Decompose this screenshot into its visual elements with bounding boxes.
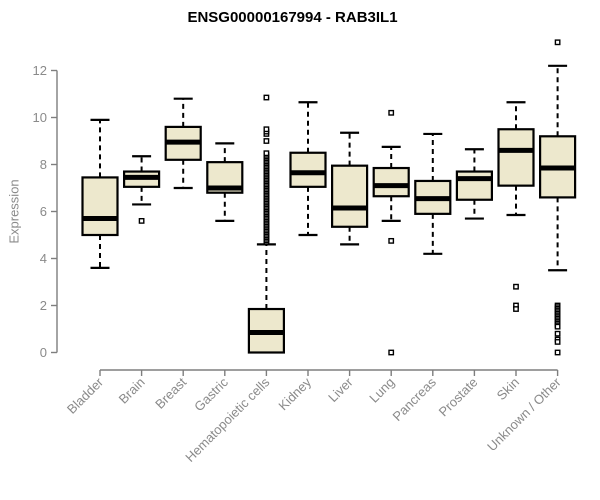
- x-tick-label-unknown-other: Unknown / Other: [484, 374, 564, 454]
- x-tick-label-lung: Lung: [366, 375, 397, 406]
- x-tick-label-skin: Skin: [494, 375, 522, 403]
- outlier-point: [138, 217, 145, 224]
- outlier-point: [263, 94, 270, 101]
- y-tick-label: 0: [40, 345, 47, 360]
- chart-title: ENSG00000167994 - RAB3IL1: [187, 9, 398, 26]
- y-tick-label: 4: [40, 251, 47, 266]
- outlier-point: [554, 39, 561, 46]
- outlier-point: [513, 283, 519, 290]
- iqr-box: [289, 151, 327, 188]
- x-tick-label-brain: Brain: [116, 375, 148, 407]
- boxplot-skin: [497, 101, 535, 312]
- iqr-box: [497, 128, 535, 187]
- outlier-point: [554, 330, 561, 337]
- boxplot-liver: [331, 131, 369, 246]
- iqr-box: [455, 170, 493, 201]
- y-tick-label: 2: [40, 298, 47, 313]
- x-tick-label-pancreas: Pancreas: [389, 374, 439, 424]
- x-tick-label-breast: Breast: [152, 374, 189, 411]
- x-tick-label-liver: Liver: [325, 374, 356, 405]
- y-tick-label: 12: [33, 63, 47, 78]
- outlier-point: [388, 109, 395, 116]
- boxplot-lung: [372, 109, 410, 356]
- outlier-point: [263, 138, 270, 144]
- outlier-point: [554, 349, 561, 356]
- boxplot-unknown-other: [538, 39, 577, 356]
- y-tick-label: 6: [40, 204, 47, 219]
- y-tick-label: 8: [40, 157, 47, 172]
- iqr-box: [331, 164, 369, 228]
- boxplot-bladder: [81, 118, 119, 269]
- boxplot-kidney: [289, 101, 327, 237]
- iqr-box: [372, 166, 410, 198]
- x-tick-label-prostate: Prostate: [436, 375, 481, 420]
- outlier-point: [388, 237, 395, 244]
- x-tick-label-gastric: Gastric: [191, 374, 231, 414]
- outlier-point: [513, 306, 519, 312]
- boxplot-breast: [164, 97, 202, 190]
- outlier-point: [388, 349, 395, 356]
- y-axis: 0 2 4 6 8 10 12: [33, 63, 58, 360]
- iqr-box: [81, 176, 119, 237]
- outlier-point: [554, 339, 561, 345]
- outlier-point: [554, 323, 561, 330]
- boxplot-pancreas: [414, 132, 452, 255]
- y-tick-label: 10: [33, 110, 47, 125]
- x-tick-label-bladder: Bladder: [64, 374, 107, 417]
- x-tick-label-kidney: Kidney: [275, 374, 314, 413]
- boxplot-prostate: [455, 148, 493, 220]
- outlier-point: [263, 150, 270, 157]
- outlier-point: [263, 126, 270, 133]
- boxplot-gastric: [206, 142, 244, 222]
- boxplot-brain: [122, 155, 161, 224]
- boxplot-hematopoietic-cells: [247, 94, 285, 354]
